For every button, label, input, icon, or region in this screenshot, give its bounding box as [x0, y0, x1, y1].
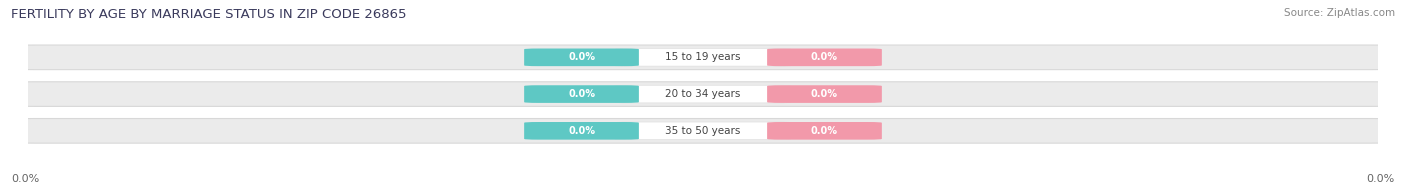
Text: 0.0%: 0.0% [568, 52, 595, 62]
FancyBboxPatch shape [616, 49, 790, 66]
FancyBboxPatch shape [768, 85, 882, 103]
FancyBboxPatch shape [616, 122, 790, 140]
Text: FERTILITY BY AGE BY MARRIAGE STATUS IN ZIP CODE 26865: FERTILITY BY AGE BY MARRIAGE STATUS IN Z… [11, 8, 406, 21]
Text: 0.0%: 0.0% [1367, 174, 1395, 184]
FancyBboxPatch shape [616, 85, 790, 103]
Text: 35 to 50 years: 35 to 50 years [665, 126, 741, 136]
FancyBboxPatch shape [18, 82, 1388, 106]
Text: 15 to 19 years: 15 to 19 years [665, 52, 741, 62]
Text: 0.0%: 0.0% [568, 126, 595, 136]
Text: 0.0%: 0.0% [568, 89, 595, 99]
FancyBboxPatch shape [768, 122, 882, 140]
FancyBboxPatch shape [524, 122, 638, 140]
Text: 20 to 34 years: 20 to 34 years [665, 89, 741, 99]
FancyBboxPatch shape [524, 49, 638, 66]
FancyBboxPatch shape [524, 85, 638, 103]
Text: 0.0%: 0.0% [811, 89, 838, 99]
Text: 0.0%: 0.0% [811, 126, 838, 136]
FancyBboxPatch shape [18, 45, 1388, 70]
FancyBboxPatch shape [18, 119, 1388, 143]
Text: 0.0%: 0.0% [11, 174, 39, 184]
Text: 0.0%: 0.0% [811, 52, 838, 62]
Text: Source: ZipAtlas.com: Source: ZipAtlas.com [1284, 8, 1395, 18]
FancyBboxPatch shape [768, 49, 882, 66]
